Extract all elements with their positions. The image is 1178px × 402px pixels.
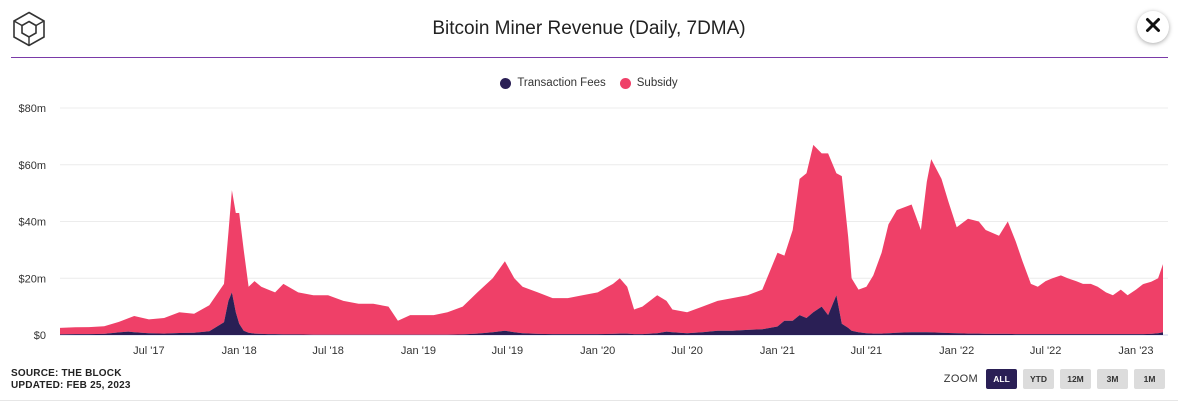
chart-legend: Transaction Fees Subsidy (0, 77, 1178, 89)
footer-divider (0, 400, 1178, 401)
source-note: SOURCE: THE BLOCK UPDATED: FEB 25, 2023 (11, 368, 131, 392)
zoom-1m-button[interactable]: 1M (1134, 369, 1165, 389)
y-tick-label: $20m (18, 273, 46, 285)
zoom-label: ZOOM (943, 373, 978, 385)
subsidy-area (60, 144, 1163, 335)
legend-swatch-transaction-fees (500, 77, 512, 89)
legend-item-subsidy[interactable]: Subsidy (619, 77, 678, 89)
y-tick-label: $60m (18, 160, 46, 172)
legend-label: Subsidy (636, 77, 678, 89)
x-tick-label: Jul '20 (671, 345, 702, 357)
page-title: Bitcoin Miner Revenue (Daily, 7DMA) (432, 18, 746, 39)
y-tick-label: $40m (18, 217, 46, 229)
x-tick-label: Jul '22 (1030, 345, 1061, 357)
zoom-all-button[interactable]: ALL (986, 369, 1017, 389)
x-tick-label: Jan '20 (580, 345, 615, 357)
close-icon (1145, 17, 1161, 38)
x-tick-label: Jan '18 (222, 345, 257, 357)
legend-label: Transaction Fees (517, 77, 606, 89)
x-tick-label: Jan '19 (401, 345, 436, 357)
close-button[interactable] (1137, 11, 1169, 43)
header-divider (11, 57, 1168, 58)
x-tick-label: Jul '19 (492, 345, 523, 357)
updated-text: UPDATED: FEB 25, 2023 (11, 380, 131, 391)
x-axis: Jul '17 Jan '18 Jul '18 Jan '19 Jul '19 Jan '… (133, 345, 1153, 357)
y-tick-label: $80m (18, 103, 46, 115)
x-tick-label: Jan '21 (760, 345, 795, 357)
y-tick-label: $0 (34, 330, 46, 342)
zoom-12m-button[interactable]: 12M (1060, 369, 1091, 389)
x-tick-label: Jan '23 (1118, 345, 1153, 357)
zoom-3m-button[interactable]: 3M (1097, 369, 1128, 389)
source-text: SOURCE: THE BLOCK (11, 368, 122, 379)
header: Bitcoin Miner Revenue (Daily, 7DMA) (0, 0, 1178, 58)
the-block-logo-icon[interactable] (11, 11, 47, 47)
zoom-ytd-button[interactable]: YTD (1023, 369, 1054, 389)
y-axis: $0 $20m $40m $60m $80m (18, 103, 46, 342)
x-tick-label: Jan '22 (939, 345, 974, 357)
zoom-controls: ZOOM ALL YTD 12M 3M 1M (944, 369, 1165, 389)
x-tick-label: Jul '18 (312, 345, 343, 357)
x-tick-label: Jul '21 (851, 345, 882, 357)
legend-item-transaction-fees[interactable]: Transaction Fees (500, 77, 606, 89)
revenue-chart: $0 $20m $40m $60m $80m Jul '17 Jan '18 Jul '18… (18, 103, 1168, 357)
x-tick-label: Jul '17 (133, 345, 164, 357)
legend-swatch-subsidy (619, 77, 631, 89)
plot-area (60, 144, 1163, 335)
